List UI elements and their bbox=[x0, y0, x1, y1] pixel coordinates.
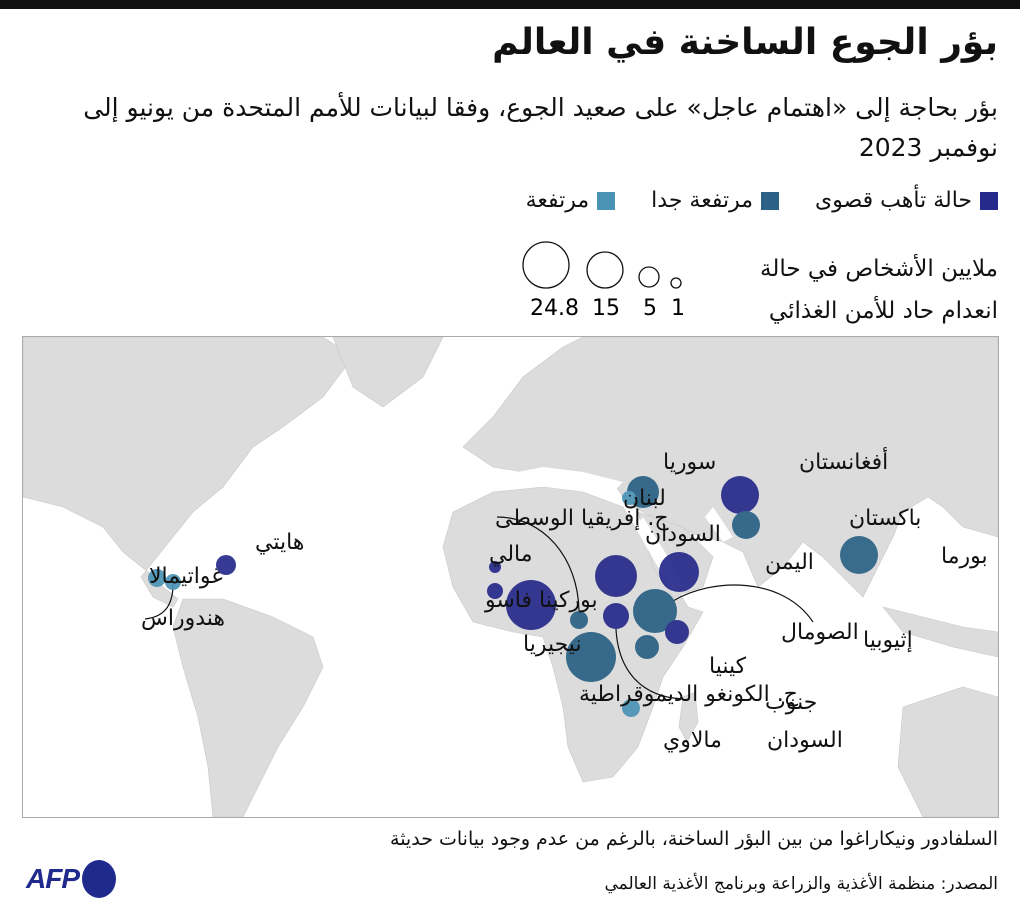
legend-swatch-very-high bbox=[761, 191, 779, 210]
top-bar bbox=[0, 0, 1020, 9]
label-nigeria: نيجيريا bbox=[523, 632, 582, 657]
north-america bbox=[23, 337, 354, 608]
size-circle-24-8 bbox=[522, 241, 570, 289]
label-somalia: الصومال bbox=[781, 620, 859, 645]
label-malawi: مالاوي bbox=[663, 728, 722, 753]
label-syria: سوريا bbox=[663, 450, 716, 475]
label-burkina-faso: بوركينا فاسو bbox=[484, 588, 598, 613]
legend-item-high: مرتفعة bbox=[526, 188, 616, 213]
bubble-somalia[interactable] bbox=[665, 620, 689, 644]
label-sudan: السودان bbox=[645, 522, 721, 547]
leader-ethiopia bbox=[672, 584, 814, 623]
footnote: السلفادور ونيكاراغوا من بين البؤر الساخن… bbox=[390, 828, 998, 850]
bubble-haiti[interactable] bbox=[216, 555, 236, 575]
label-guatemala: غواتيمالا bbox=[149, 564, 223, 589]
bubble-drc[interactable] bbox=[566, 632, 616, 682]
persian-gulf bbox=[705, 507, 733, 542]
label-south-sudan-line1: جنوب bbox=[765, 690, 817, 715]
size-value: 24.8 bbox=[530, 296, 579, 321]
country-labels: هايتي غواتيمالا هندوراس ج. إفريقيا الوسط… bbox=[141, 447, 988, 753]
bubble-pakistan[interactable] bbox=[732, 511, 760, 539]
legend-item-very-high: مرتفعة جدا bbox=[651, 188, 779, 213]
bubble-yemen[interactable] bbox=[659, 552, 699, 592]
bubble-honduras[interactable] bbox=[165, 574, 181, 590]
label-yemen: اليمن bbox=[765, 550, 814, 575]
bubble-malawi[interactable] bbox=[622, 699, 640, 717]
label-south-sudan-line2: السودان bbox=[767, 728, 843, 753]
bubble-nigeria[interactable] bbox=[506, 580, 556, 630]
label-lebanon: لبنان bbox=[623, 486, 666, 511]
greenland bbox=[332, 337, 444, 408]
label-ethiopia: إثيوبيا bbox=[863, 628, 913, 653]
size-value: 5 bbox=[643, 296, 657, 321]
south-america bbox=[172, 598, 324, 817]
bubble-kenya[interactable] bbox=[635, 635, 659, 659]
page-title: بؤر الجوع الساخنة في العالم bbox=[492, 22, 998, 63]
hotspot-bubbles bbox=[148, 476, 878, 717]
size-value: 1 bbox=[671, 296, 685, 321]
afp-logo-text: AFP bbox=[26, 863, 80, 894]
world-map: هايتي غواتيمالا هندوراس ج. إفريقيا الوسط… bbox=[22, 336, 999, 818]
label-kenya: كينيا bbox=[709, 654, 747, 679]
indonesia bbox=[882, 606, 998, 658]
legend-label: حالة تأهب قصوى bbox=[815, 188, 972, 213]
source-credit: المصدر: منظمة الأغذية والزراعة وبرنامج ا… bbox=[604, 874, 999, 894]
afp-logo-dot-icon bbox=[82, 860, 116, 898]
bubble-afghanistan[interactable] bbox=[721, 476, 759, 514]
label-haiti: هايتي bbox=[255, 530, 304, 555]
label-honduras: هندوراس bbox=[141, 606, 225, 631]
bubble-sudan[interactable] bbox=[595, 555, 637, 597]
size-legend-title: ملايين الأشخاص في حالة انعدام حاد للأمن … bbox=[760, 256, 998, 324]
mediterranean bbox=[493, 467, 623, 492]
label-car: ج. إفريقيا الوسطى bbox=[495, 506, 669, 531]
size-legend: 24.8 15 5 1 bbox=[522, 241, 685, 321]
bubble-burma[interactable] bbox=[840, 536, 878, 574]
bubble-car[interactable] bbox=[570, 611, 588, 629]
bubble-south-sudan[interactable] bbox=[603, 603, 629, 629]
bubble-lebanon[interactable] bbox=[622, 491, 636, 505]
label-afghanistan: أفغانستان bbox=[799, 447, 888, 475]
leader-car bbox=[496, 516, 580, 612]
bubble-mali[interactable] bbox=[489, 561, 501, 573]
category-legend: حالة تأهب قصوى مرتفعة جدا مرتفعة bbox=[526, 188, 998, 213]
map-canvas: هايتي غواتيمالا هندوراس ج. إفريقيا الوسط… bbox=[23, 337, 998, 817]
legend-swatch-alert bbox=[980, 191, 998, 210]
label-pakistan: باكستان bbox=[849, 506, 921, 531]
subtitle: بؤر بحاجة إلى «اهتمام عاجل» على صعيد الج… bbox=[83, 93, 998, 162]
legend-swatch-high bbox=[597, 191, 616, 210]
size-circle-1 bbox=[670, 277, 682, 289]
madagascar bbox=[678, 691, 699, 743]
size-value: 15 bbox=[592, 296, 620, 321]
afp-logo: AFP bbox=[26, 860, 116, 898]
land-masses bbox=[23, 337, 998, 817]
label-drc: ج. الكونغو الديموقراطية bbox=[579, 682, 799, 707]
size-circle-15 bbox=[586, 251, 624, 289]
legend-label: مرتفعة bbox=[525, 188, 590, 213]
bubble-guatemala[interactable] bbox=[148, 569, 166, 587]
size-circle-5 bbox=[638, 266, 660, 288]
legend-label: مرتفعة جدا bbox=[651, 188, 753, 213]
label-burma: بورما bbox=[941, 544, 988, 569]
label-mali: مالي bbox=[489, 542, 533, 567]
leader-south-sudan bbox=[615, 628, 684, 700]
australia bbox=[897, 686, 998, 817]
legend-item-alert: حالة تأهب قصوى bbox=[815, 188, 998, 213]
bubble-burkina-faso[interactable] bbox=[487, 583, 503, 599]
bubble-ethiopia[interactable] bbox=[633, 589, 677, 633]
